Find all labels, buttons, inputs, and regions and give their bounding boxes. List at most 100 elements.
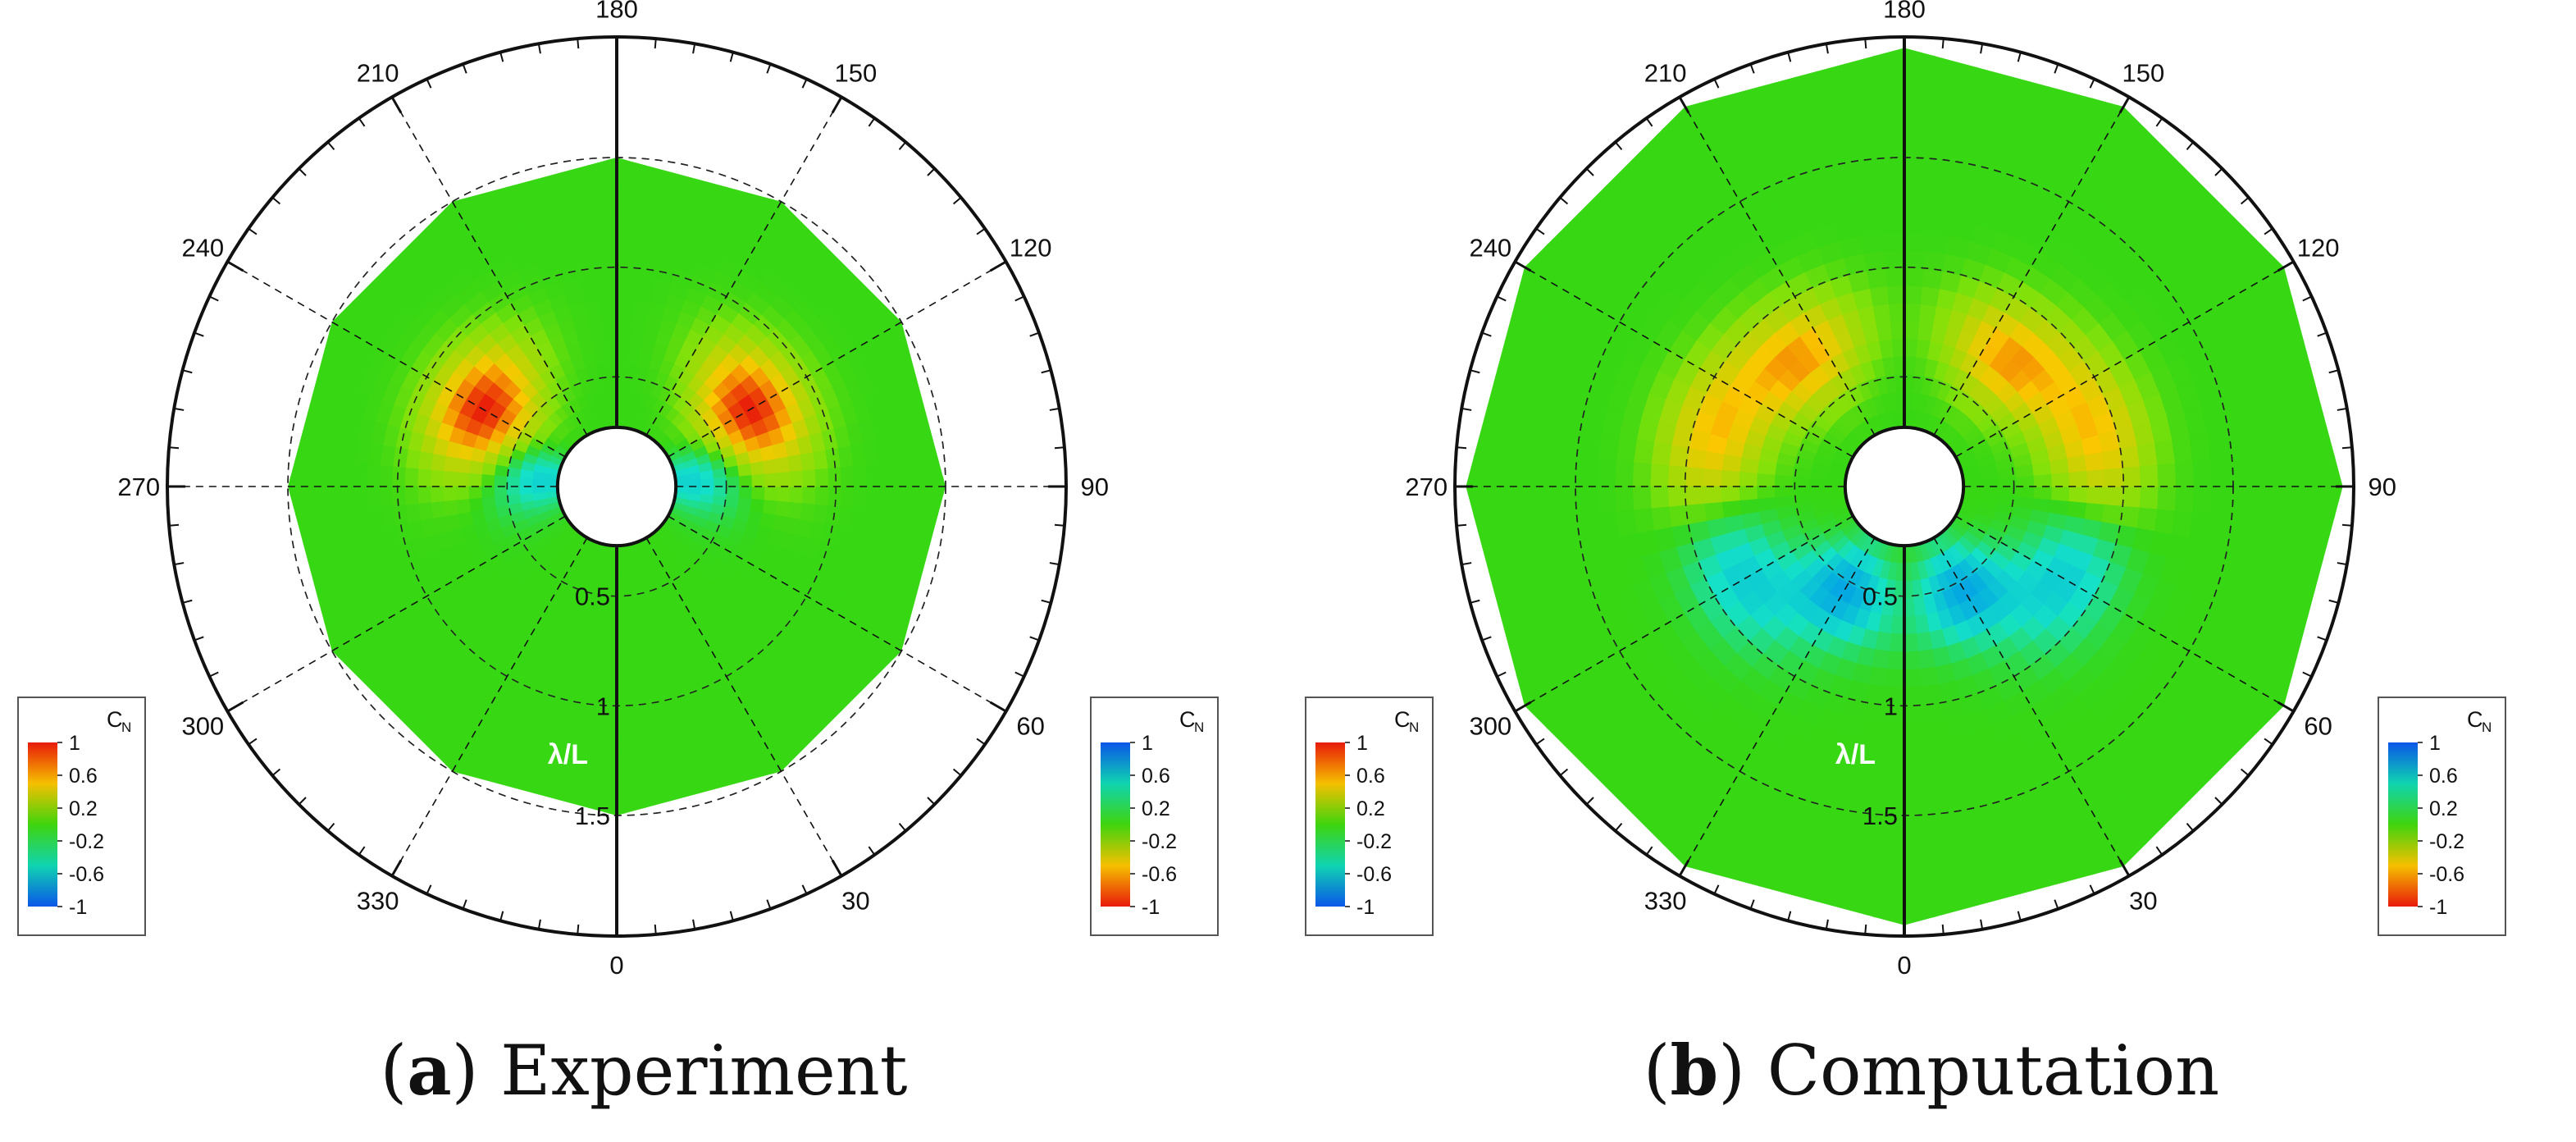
angle-tick [898,822,907,832]
contour-cell [1596,486,1616,514]
contour-cell [1667,486,1687,508]
angle-tick [801,78,808,89]
angle-tick [1980,43,1984,54]
contour-cell [1921,683,1943,706]
contour-cell [480,486,495,499]
contour-cell [586,645,604,660]
contour-cell [1875,160,1905,180]
angle-tick [1029,331,1040,337]
contour-cell [1649,486,1670,509]
contour-cell [616,337,631,352]
contour-cell [878,462,894,487]
contour-cell [583,657,603,674]
contour-cell [1904,704,1926,724]
contour-cell [1904,54,1943,75]
angle-tick-label: 210 [357,58,399,87]
contour-cell [1632,438,1655,465]
angle-tick [1514,260,1532,272]
contour-cell [1904,669,1922,688]
contour-cell [777,486,791,503]
contour-cell [443,500,458,518]
contour-cell [631,299,650,316]
contour-cell [506,467,522,479]
contour-cell [616,761,643,776]
contour-cell [1904,285,1922,304]
contour-cell [627,338,644,354]
contour-cell [366,464,381,487]
angle-tick [1678,859,1690,877]
contour-cell [828,466,842,487]
contour-cell [2104,467,2124,487]
contour-cell [1904,231,1927,252]
angle-tick-label: 270 [117,473,160,501]
contour-cell [630,313,648,328]
contour-cell [629,632,645,648]
contour-cell [616,197,643,212]
contour-cell [1887,651,1905,671]
contour-cell [2068,486,2089,504]
angle-tick [462,899,467,910]
contour-cell [713,476,727,487]
caption-experiment: (a) Experiment [380,1030,908,1111]
contour-cell [616,774,644,789]
contour-cell [1885,267,1905,287]
angle-tick [1049,407,1060,411]
contour-cell [616,646,633,661]
contour-cell [1525,453,1546,487]
angle-tick-label: 60 [1016,711,1044,740]
contour-cell [1869,89,1905,110]
angle-tick [1713,884,1720,895]
contour-cell [616,608,629,624]
angle-tick [1787,52,1792,62]
contour-cell [2033,473,2053,487]
angle-tick [831,859,843,877]
colorbar-title-subscript: N [1409,719,1419,735]
angle-tick [2054,63,2059,74]
contour-cell [2281,486,2301,522]
contour-cell [314,459,330,487]
contour-cell [853,486,868,509]
contour-cell [599,286,618,301]
contour-cell [1904,810,1935,830]
contour-cell [726,486,741,498]
angle-tick [194,636,204,642]
angle-tick [2264,227,2273,235]
colorbar-tick-label: 1 [1142,732,1153,755]
contour-cell [430,453,446,473]
angle-tick [2214,797,2223,806]
angle-tick [654,38,657,49]
center-hole [555,425,678,548]
contour-cell [2136,506,2159,532]
contour-cell [2210,486,2231,516]
angle-tick [2337,407,2347,411]
contour-cell [1904,89,1940,110]
angle-tick [1980,919,1984,930]
contour-cell [594,723,618,738]
contour-cell [1871,107,1905,128]
angle-tick [2302,671,2313,678]
contour-cell [762,499,778,515]
contour-cell [738,474,754,487]
contour-cell [1904,125,1936,145]
contour-cell [1809,477,1829,487]
angle-tick [1787,911,1792,921]
contour-field [1466,48,2343,925]
angle-tick [1941,924,1945,935]
caption-computation: (b) Computation [1643,1030,2220,1111]
caption-label: a [407,1030,452,1111]
angle-tick [1825,43,1829,54]
contour-cell [891,486,906,513]
contour-cell [327,460,343,487]
angle-tick [2118,859,2131,877]
contour-cell [1738,471,1758,487]
angle-tick-label: 240 [1469,234,1511,263]
contour-cell [602,633,618,649]
contour-cell [593,735,618,751]
contour-cell [1867,880,1905,902]
contour-cell [1866,898,1905,919]
contour-cell [2263,453,2284,487]
contour-cell [1578,457,1598,487]
contour-cell [1578,486,1598,516]
angle-tick [1825,919,1829,930]
